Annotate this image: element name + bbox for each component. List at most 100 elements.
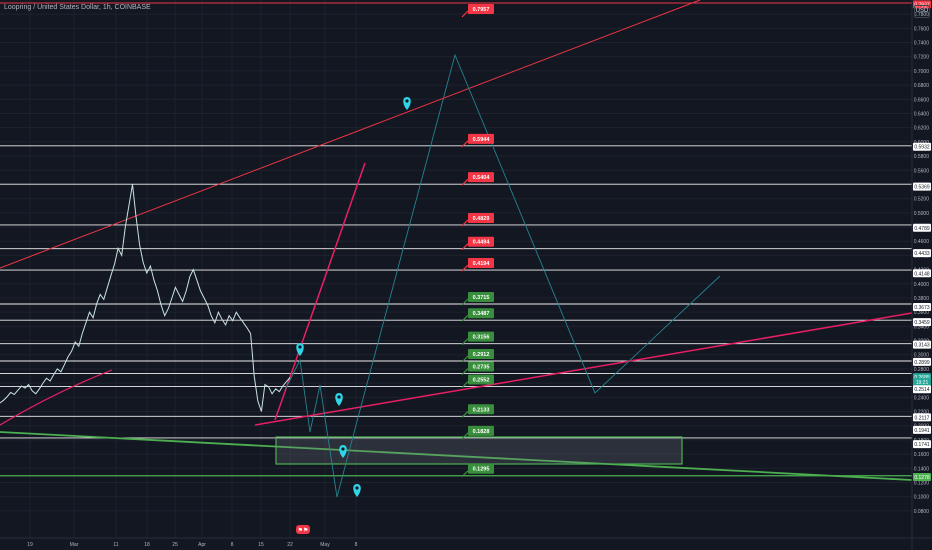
y-tick-label: 0.6600 [914, 97, 930, 103]
location-markers [296, 97, 411, 497]
label-box [468, 258, 494, 269]
x-tick-label: 11 [113, 542, 118, 548]
label-box [468, 133, 494, 144]
label-text: 0.5944 [473, 137, 491, 143]
level-label: 0.2912 [461, 348, 494, 363]
resistance-trendline [0, 0, 701, 269]
level-labels: 0.7957 0.5944 0.5404 0.4829 0.4494 0.4194 0.37… [461, 4, 494, 478]
y-tick-label: 0.7200 [914, 55, 930, 61]
map-pin-icon [335, 393, 343, 406]
demand-zone [275, 436, 683, 465]
label-pointer [461, 338, 469, 346]
label-box [468, 308, 494, 319]
label-pointer [461, 140, 469, 148]
map-pin-icon [339, 445, 347, 458]
events-badge-icon: ⚑⚑ [296, 525, 310, 534]
level-label: 0.4829 [461, 212, 494, 227]
label-text: 0.3487 [473, 311, 490, 317]
x-tick-label: 25 [172, 542, 178, 548]
y-tick-label: 0.5200 [914, 197, 930, 203]
map-pin-hole [298, 345, 302, 349]
label-text: 0.7957 [473, 7, 490, 13]
breakout-trendline [274, 162, 366, 421]
axis-tag-label: 0.4789 [914, 226, 930, 232]
y-tick-label: 0.5000 [914, 211, 930, 217]
axis-tag-label: 0.1741 [914, 442, 930, 448]
axis-tag-label: 0.5932 [914, 145, 930, 151]
map-pin-hole [341, 447, 345, 451]
level-label: 0.1828 [461, 425, 494, 440]
y-tick-label: 0.1600 [914, 452, 930, 458]
label-pointer [461, 470, 469, 478]
y-tick-label: 0.2400 [914, 395, 930, 401]
y-tick-label: 0.1200 [914, 480, 930, 486]
level-label: 0.2735 [461, 361, 494, 375]
axis-tag-label: 0.2117 [915, 415, 930, 421]
svg-text:⚑⚑: ⚑⚑ [298, 527, 309, 534]
level-label: 0.1295 [461, 463, 494, 478]
y-tick-label: 0.6400 [914, 111, 930, 117]
label-text: 0.4494 [473, 240, 491, 246]
time-axis: 19 Mar 11 18 25 Apr 8 15 22 May 8 [0, 537, 932, 548]
axis-tag [913, 182, 931, 191]
y-tick-label: 0.3400 [914, 324, 930, 330]
label-box [468, 212, 494, 223]
y-tick-label: 0.2800 [914, 367, 930, 373]
axis-tag-label: 0.4148 [914, 271, 930, 277]
level-label: 0.5404 [461, 172, 494, 186]
map-pin-hole [405, 99, 409, 103]
label-box [468, 404, 494, 415]
label-pointer [461, 10, 469, 18]
y-tick-label: 0.7400 [914, 41, 930, 47]
support-trendline [254, 312, 913, 426]
label-box [468, 374, 494, 385]
label-text: 0.2133 [473, 407, 490, 413]
label-text: 0.4194 [473, 261, 491, 267]
axis-tag [913, 413, 931, 422]
map-pin-shape [335, 393, 343, 406]
y-tick-label: 0.6800 [914, 83, 930, 89]
x-tick-label: 22 [287, 542, 293, 548]
x-tick-label: 8 [231, 542, 234, 548]
level-label: 0.4494 [461, 236, 494, 251]
level-label: 0.3156 [461, 331, 494, 346]
symbol-title: Loopring / United States Dollar, 1h, COI… [4, 4, 151, 11]
label-pointer [461, 219, 469, 227]
axis-tag-label: 0.1278 [914, 475, 930, 481]
level-label: 0.5944 [461, 133, 494, 148]
y-tick-label: 0.5600 [914, 168, 930, 174]
map-pin-hole [355, 486, 359, 490]
label-box [468, 425, 494, 436]
level-label: 0.7957 [461, 4, 494, 18]
label-text: 0.3156 [473, 335, 490, 341]
axis-tag-label: 0.2514 [914, 387, 930, 393]
y-tick-label: 0.7000 [914, 69, 930, 75]
label-box [468, 172, 494, 183]
y-tick-label: 0.1400 [914, 466, 930, 472]
x-tick-label: 15 [258, 542, 264, 548]
label-pointer [461, 264, 469, 272]
label-text: 0.5404 [473, 175, 491, 181]
x-tick-label: 19 [27, 542, 33, 548]
y-tick-label: 0.7600 [914, 26, 930, 32]
axis-tag-label: 0.2899 [914, 360, 930, 366]
level-label: 0.2552 [461, 374, 494, 388]
axis-tag-label: 19:21 [916, 380, 929, 386]
axis-tag-label: 0.3459 [914, 320, 930, 326]
level-label: 0.4194 [461, 258, 494, 272]
currency-button[interactable]: USD [914, 5, 930, 18]
label-text: 0.1828 [473, 429, 490, 435]
map-pin-icon [403, 97, 411, 110]
x-tick-label: Mar [70, 542, 79, 548]
axis-tag [913, 357, 931, 366]
label-pointer [461, 355, 469, 363]
label-box [468, 331, 494, 342]
projection-path [284, 53, 721, 498]
label-text: 0.4829 [473, 216, 490, 222]
y-tick-label: 0.5800 [914, 154, 930, 160]
axis-tag [913, 0, 931, 9]
label-text: 0.2552 [473, 378, 490, 384]
y-tick-label: 0.2200 [914, 410, 930, 416]
axis-tag-label: 0.3143 [914, 343, 930, 349]
